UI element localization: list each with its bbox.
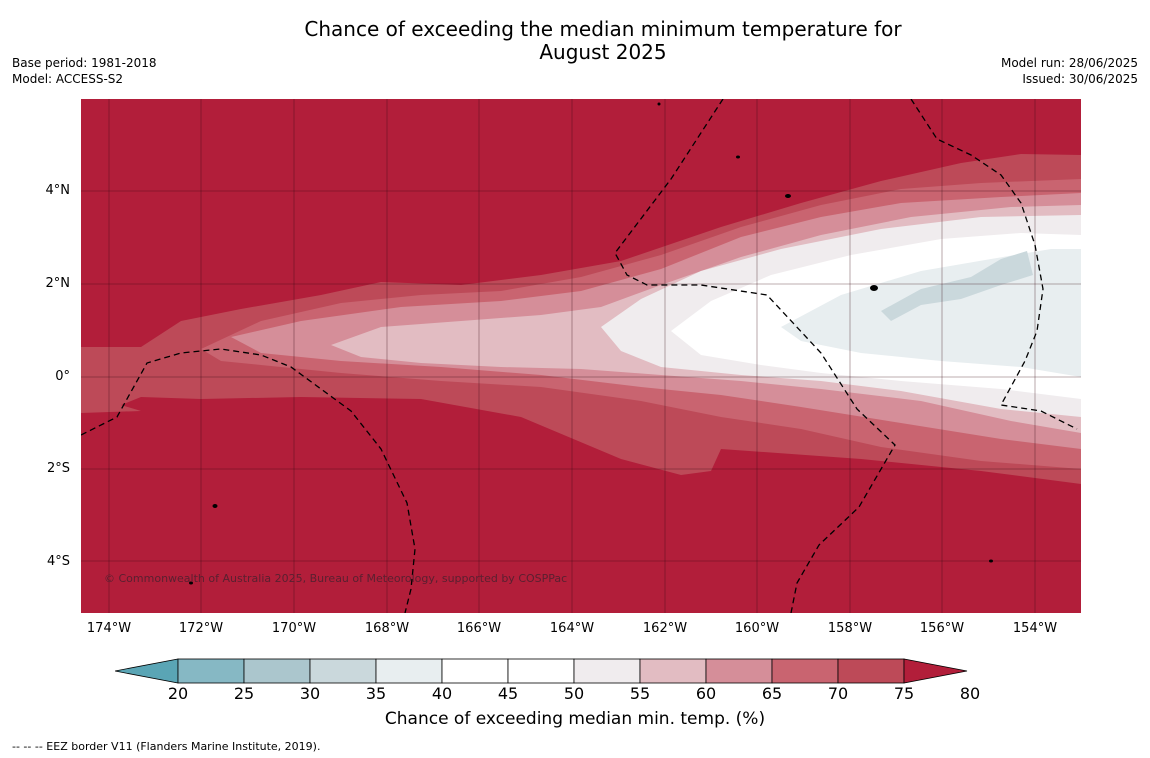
cbar-tick-40: 40 [431, 684, 453, 703]
colorbar-cell [309, 658, 377, 684]
lon-label-164w: 164°W [549, 621, 595, 636]
lon-label-162w: 162°W [642, 621, 688, 636]
cbar-tick-25: 25 [233, 684, 255, 703]
lon-label-170w: 170°W [271, 621, 317, 636]
colorbar-cell [705, 658, 773, 684]
lat-label-2n: 2°N [45, 276, 71, 291]
copyright-notice: © Commonwealth of Australia 2025, Bureau… [104, 572, 568, 585]
eez-borders [81, 99, 1078, 613]
map-panel [81, 99, 1081, 613]
lon-label-172w: 172°W [178, 621, 224, 636]
lon-label-174w: 174°W [86, 621, 132, 636]
cbar-tick-60: 60 [695, 684, 717, 703]
cbar-tick-50: 50 [563, 684, 585, 703]
issued-date: Issued: 30/06/2025 [1022, 72, 1138, 86]
model-run: Model run: 28/06/2025 [1000, 56, 1138, 70]
lon-label-158w: 158°W [827, 621, 873, 636]
contour-35 [881, 251, 1033, 321]
graticule [81, 99, 1081, 613]
lat-label-0: 0° [55, 369, 70, 384]
lon-label-160w: 160°W [734, 621, 780, 636]
islands [189, 102, 993, 585]
colorbar-extend-high [903, 658, 968, 684]
colorbar-cell [573, 658, 641, 684]
colorbar-cell [177, 658, 245, 684]
cbar-tick-35: 35 [365, 684, 387, 703]
cbar-tick-65: 65 [761, 684, 783, 703]
lat-label-2s: 2°S [46, 461, 70, 476]
colorbar-cell [441, 658, 509, 684]
map-title: Chance of exceeding the median minimum t… [0, 18, 1150, 64]
lon-label-166w: 166°W [456, 621, 502, 636]
lat-label-4s: 4°S [46, 554, 70, 569]
colorbar-cell [243, 658, 311, 684]
meta-right: Model run: 28/06/2025 Issued: 30/06/2025 [1001, 55, 1138, 87]
cbar-tick-45: 45 [497, 684, 519, 703]
lat-label-4n: 4°N [45, 183, 71, 198]
colorbar-cell [771, 658, 839, 684]
colorbar-cell [507, 658, 575, 684]
colorbar-cell [375, 658, 443, 684]
colorbar-cell [837, 658, 905, 684]
cbar-tick-80: 80 [959, 684, 981, 703]
cbar-tick-70: 70 [827, 684, 849, 703]
base-period: Base period: 1981-2018 [12, 56, 157, 70]
cbar-tick-55: 55 [629, 684, 651, 703]
lon-label-156w: 156°W [919, 621, 965, 636]
lon-label-168w: 168°W [364, 621, 410, 636]
eez-footnote: -- -- -- EEZ border V11 (Flanders Marine… [12, 740, 321, 753]
meta-left: Base period: 1981-2018 Model: ACCESS-S2 [12, 55, 157, 87]
colorbar-extend-low [115, 658, 179, 684]
colorbar-cell [639, 658, 707, 684]
title-line-1: Chance of exceeding the median minimum t… [304, 17, 902, 41]
title-line-2: August 2025 [539, 40, 667, 64]
cbar-tick-30: 30 [299, 684, 321, 703]
colorbar-title: Chance of exceeding median min. temp. (%… [384, 709, 766, 729]
colorbar [115, 658, 968, 684]
model-name: Model: ACCESS-S2 [12, 72, 124, 86]
cbar-tick-75: 75 [893, 684, 915, 703]
cbar-tick-20: 20 [167, 684, 189, 703]
lon-label-154w: 154°W [1012, 621, 1058, 636]
